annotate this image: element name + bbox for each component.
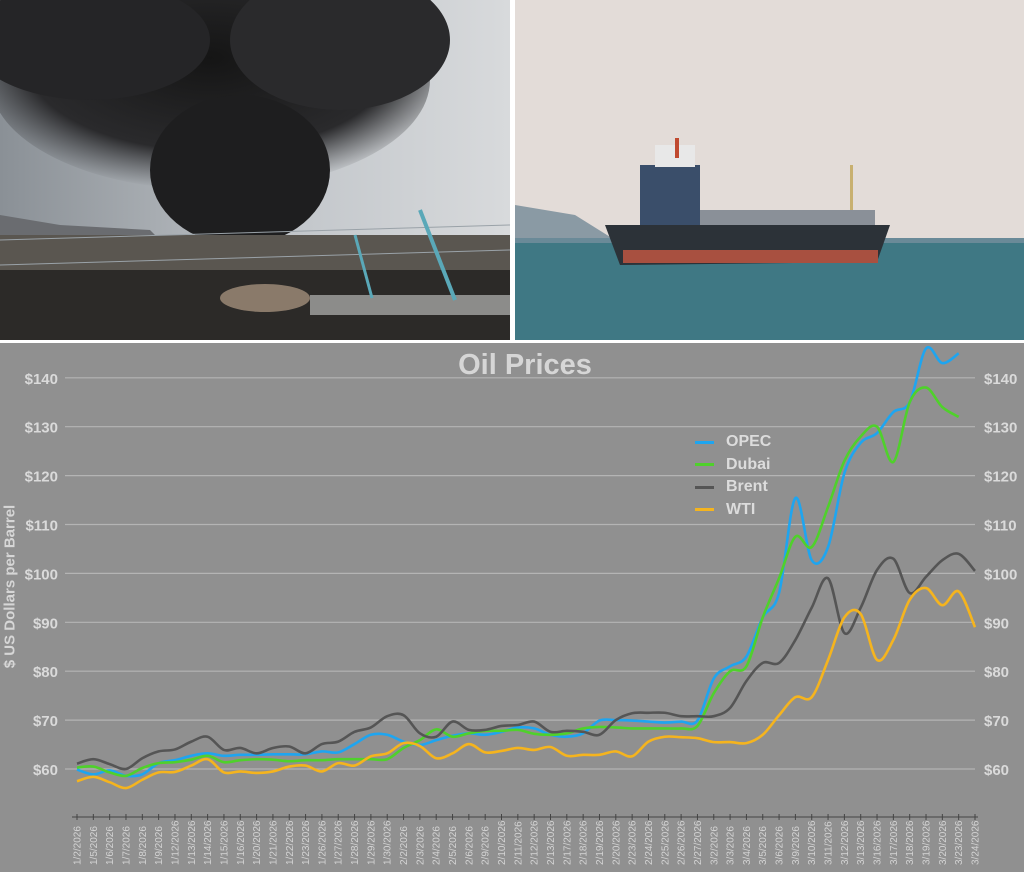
x-tick-label: 2/9/2026 [481,826,492,865]
x-tick-label: 3/18/2026 [905,820,916,865]
y-axis-label: $ US Dollars per Barrel [1,504,19,669]
y-tick-label-left: $80 [33,664,58,681]
x-tick-label: 3/19/2026 [922,820,933,865]
x-tick-label: 2/2/2026 [399,826,410,865]
x-tick-label: 1/30/2026 [383,820,394,865]
series-line-brent [76,552,976,771]
y-tick-label-right: $70 [984,713,1009,730]
x-tick-label: 1/16/2026 [236,820,247,865]
y-tick-label-left: $70 [33,713,58,730]
x-tick-label: 3/12/2026 [840,820,851,865]
x-tick-label: 2/20/2026 [611,820,622,865]
x-tick-label: 2/13/2026 [546,820,557,865]
x-tick-label: 1/21/2026 [268,820,279,865]
legend-swatch [695,485,714,489]
y-tick-label-left: $110 [25,518,58,535]
x-tick-label: 1/26/2026 [317,820,328,865]
legend-item-wti: WTI [695,499,771,522]
x-tick-label: 1/29/2026 [366,820,377,865]
series-line-dubai [76,386,960,778]
y-tick-label-right: $90 [984,615,1009,632]
y-tick-label-right: $80 [984,664,1009,681]
x-tick-label: 1/7/2026 [121,826,132,865]
x-tick-label: 2/23/2026 [628,820,639,865]
legend-label: WTI [726,500,756,518]
x-tick-label: 1/14/2026 [203,820,214,865]
legend-swatch [695,463,714,467]
y-tick-label-right: $100 [984,566,1017,583]
y-tick-label-right: $60 [984,762,1009,779]
y-tick-label-right: $110 [984,518,1017,535]
y-tick-label-left: $100 [25,566,58,583]
y-tick-label-left: $60 [33,762,58,779]
x-tick-label: 1/9/2026 [154,826,165,865]
x-tick-label: 3/24/2026 [971,820,982,865]
x-tick-label: 2/25/2026 [660,820,671,865]
x-tick-label: 3/6/2026 [775,826,786,865]
x-tick-label: 2/17/2026 [562,820,573,865]
chart-legend: OPEC Dubai Brent WTI [695,431,771,521]
x-tick-label: 2/24/2026 [644,820,655,865]
y-tick-label-left: $140 [25,371,58,388]
legend-item-opec: OPEC [695,431,771,454]
x-tick-label: 1/13/2026 [187,820,198,865]
legend-swatch [695,508,714,512]
x-tick-label: 3/13/2026 [856,820,867,865]
x-tick-label: 2/27/2026 [693,820,704,865]
x-tick-label: 2/12/2026 [530,820,541,865]
x-tick-label: 1/2/2026 [73,826,84,865]
x-tick-label: 2/10/2026 [497,820,508,865]
legend-label: Brent [726,478,768,496]
x-tick-label: 3/4/2026 [742,826,753,865]
y-tick-label-right: $140 [984,371,1017,388]
x-tick-label: 1/23/2026 [301,820,312,865]
x-tick-label: 1/27/2026 [334,820,345,865]
x-tick-label: 1/15/2026 [219,820,230,865]
y-tick-label-left: $120 [25,469,58,486]
chart-plot-area: $60 $60 $70 $70 $80 $80 $90 $90 $100 $100 $110 $110… [25,345,1017,865]
x-tick-label: 3/17/2026 [889,820,900,865]
legend-item-dubai: Dubai [695,454,771,477]
photo-smoke-fire [0,0,510,340]
x-tick-label: 2/4/2026 [432,826,443,865]
legend-label: Dubai [726,455,771,473]
legend-item-brent: Brent [695,476,771,499]
y-tick-label-right: $130 [984,420,1017,437]
chart-title: Oil Prices [458,349,592,381]
legend-swatch [695,440,714,444]
x-tick-label: 1/6/2026 [105,826,116,865]
series-line-opec [76,345,960,778]
x-tick-label: 3/3/2026 [726,826,737,865]
x-tick-label: 1/8/2026 [138,826,149,865]
x-tick-label: 3/5/2026 [758,826,769,865]
legend-label: OPEC [726,433,772,451]
y-tick-label-right: $120 [984,469,1017,486]
y-tick-label-left: $90 [33,615,58,632]
x-tick-label: 1/22/2026 [285,820,296,865]
x-tick-label: 1/5/2026 [89,826,100,865]
x-tick-label: 2/11/2026 [513,821,524,865]
x-tick-label: 3/11/2026 [824,821,835,865]
x-tick-label: 2/18/2026 [579,820,590,865]
x-tick-label: 1/28/2026 [350,820,361,865]
x-tick-label: 3/20/2026 [938,820,949,865]
x-tick-label: 2/6/2026 [464,826,475,865]
x-tick-label: 3/9/2026 [791,826,802,865]
x-tick-label: 3/23/2026 [954,820,965,865]
x-tick-label: 2/26/2026 [677,820,688,865]
x-tick-label: 1/12/2026 [170,820,181,865]
oil-prices-chart: $60 $60 $70 $70 $80 $80 $90 $90 $100 $100 $110 $110… [0,343,1024,872]
x-tick-label: 1/20/2026 [252,820,263,865]
photo-oil-tanker [515,0,1024,340]
x-tick-label: 3/2/2026 [709,826,720,865]
series-line-wti [76,586,977,790]
x-tick-label: 2/3/2026 [415,826,426,865]
x-tick-label: 2/5/2026 [448,826,459,865]
x-tick-label: 3/16/2026 [873,820,884,865]
x-tick-label: 2/19/2026 [595,820,606,865]
y-tick-label-left: $130 [25,420,58,437]
x-tick-label: 3/10/2026 [807,820,818,865]
